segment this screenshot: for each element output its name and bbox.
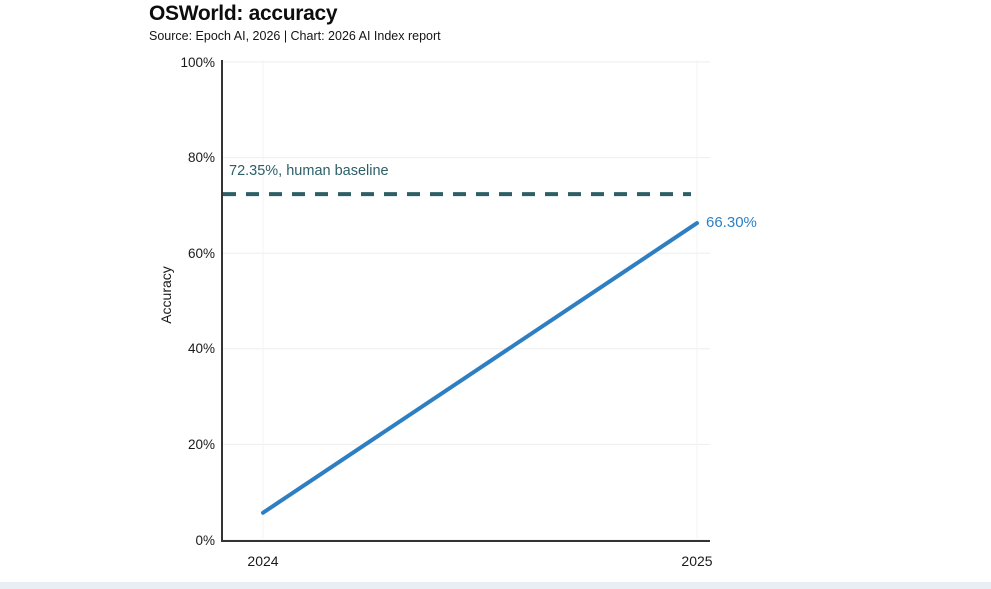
x-tick-label: 2025 (681, 553, 713, 569)
y-tick-label: 20% (187, 436, 215, 452)
accuracy-trend-line (261, 221, 699, 515)
chart-title: OSWorld: accuracy (149, 2, 338, 25)
x-tick-label: 2024 (247, 553, 279, 569)
y-tick-label: 100% (180, 54, 215, 70)
y-tick-label: 60% (187, 245, 215, 261)
y-tick-label: 80% (187, 150, 215, 166)
page-footer-strip (0, 582, 991, 589)
chart-source-note: Source: Epoch AI, 2026 | Chart: 2026 AI … (149, 29, 441, 43)
series-end-value-label: 66.30% (706, 214, 757, 232)
y-tick-label: 0% (195, 532, 215, 548)
human-baseline-annotation: 72.35%, human baseline (229, 163, 389, 180)
y-tick-label: 40% (187, 341, 215, 357)
